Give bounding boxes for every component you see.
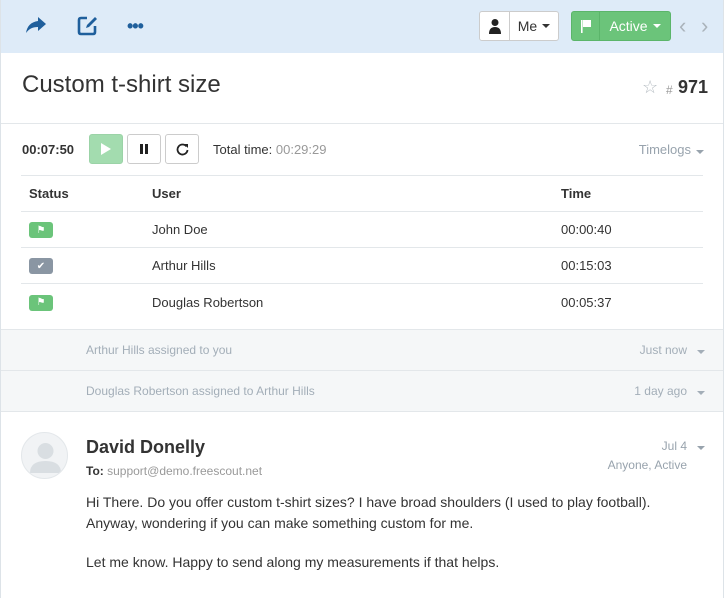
sender-name[interactable]: David Donelly (86, 437, 206, 457)
caret-down-icon (542, 24, 551, 28)
toolbar: ••• Me Active ‹ › (1, 0, 723, 53)
star-icon[interactable]: ☆ (642, 77, 659, 97)
table-row: ⚑ Douglas Robertson 00:05:37 (21, 284, 703, 320)
message-paragraph: Hi There. Do you offer custom t-shirt si… (86, 494, 651, 531)
caret-down-icon[interactable] (697, 446, 705, 450)
refresh-icon (176, 143, 188, 155)
total-time-label: Total time: (213, 142, 273, 157)
table-row: ✔ Arthur Hills 00:15:03 (21, 248, 703, 284)
edit-icon[interactable] (77, 15, 99, 42)
customer-message: David Donelly To: support@demo.freescout… (1, 411, 723, 599)
user-icon (480, 12, 510, 40)
status-dropdown[interactable]: Active (571, 11, 671, 41)
message-paragraph: Let me know. Happy to send along my meas… (86, 554, 500, 570)
flag-icon: ⚑ (29, 222, 53, 239)
prev-conversation-icon[interactable]: ‹ (679, 13, 687, 38)
caret-down-icon (652, 24, 661, 28)
conversation-header: Custom t-shirt size ☆ # 971 (1, 53, 723, 124)
number-prefix: # (666, 83, 673, 97)
conversation-title: Custom t-shirt size (22, 71, 221, 98)
next-conversation-icon[interactable]: › (701, 13, 709, 38)
more-icon[interactable]: ••• (127, 16, 144, 36)
pause-button[interactable] (127, 134, 161, 164)
message-date: Jul 4 (662, 439, 705, 453)
reset-button[interactable] (165, 134, 199, 164)
caret-down-icon[interactable] (697, 350, 705, 354)
flag-icon (572, 12, 600, 40)
assignment-note: Arthur Hills assigned to you Just now (1, 329, 723, 370)
flag-icon: ⚑ (29, 294, 53, 311)
assignee-dropdown[interactable]: Me (479, 11, 559, 41)
timer-bar: 00:07:50 Total time: 00:29:29 Timelogs (1, 124, 723, 175)
caret-down-icon (696, 150, 704, 154)
total-time: 00:29:29 (275, 142, 327, 157)
timelogs-table: Status User Time ⚑ John Doe 00:00:40 ✔ A… (21, 175, 703, 320)
timelogs-dropdown[interactable]: Timelogs (639, 142, 704, 157)
forward-icon[interactable] (25, 15, 47, 40)
table-header: Status User Time (21, 176, 703, 212)
table-row: ⚑ John Doe 00:00:40 (21, 212, 703, 248)
recipient-email: support@demo.freescout.net (107, 464, 263, 478)
caret-down-icon[interactable] (697, 391, 705, 395)
play-button[interactable] (89, 134, 123, 164)
avatar (21, 432, 68, 479)
current-timer: 00:07:50 (22, 142, 75, 157)
pause-icon (140, 144, 148, 154)
play-icon (101, 143, 111, 155)
message-meta: Anyone, Active (607, 458, 687, 472)
check-icon: ✔ (29, 258, 53, 275)
conversation-number: 971 (678, 77, 709, 97)
assignment-note: Douglas Robertson assigned to Arthur Hil… (1, 370, 723, 411)
